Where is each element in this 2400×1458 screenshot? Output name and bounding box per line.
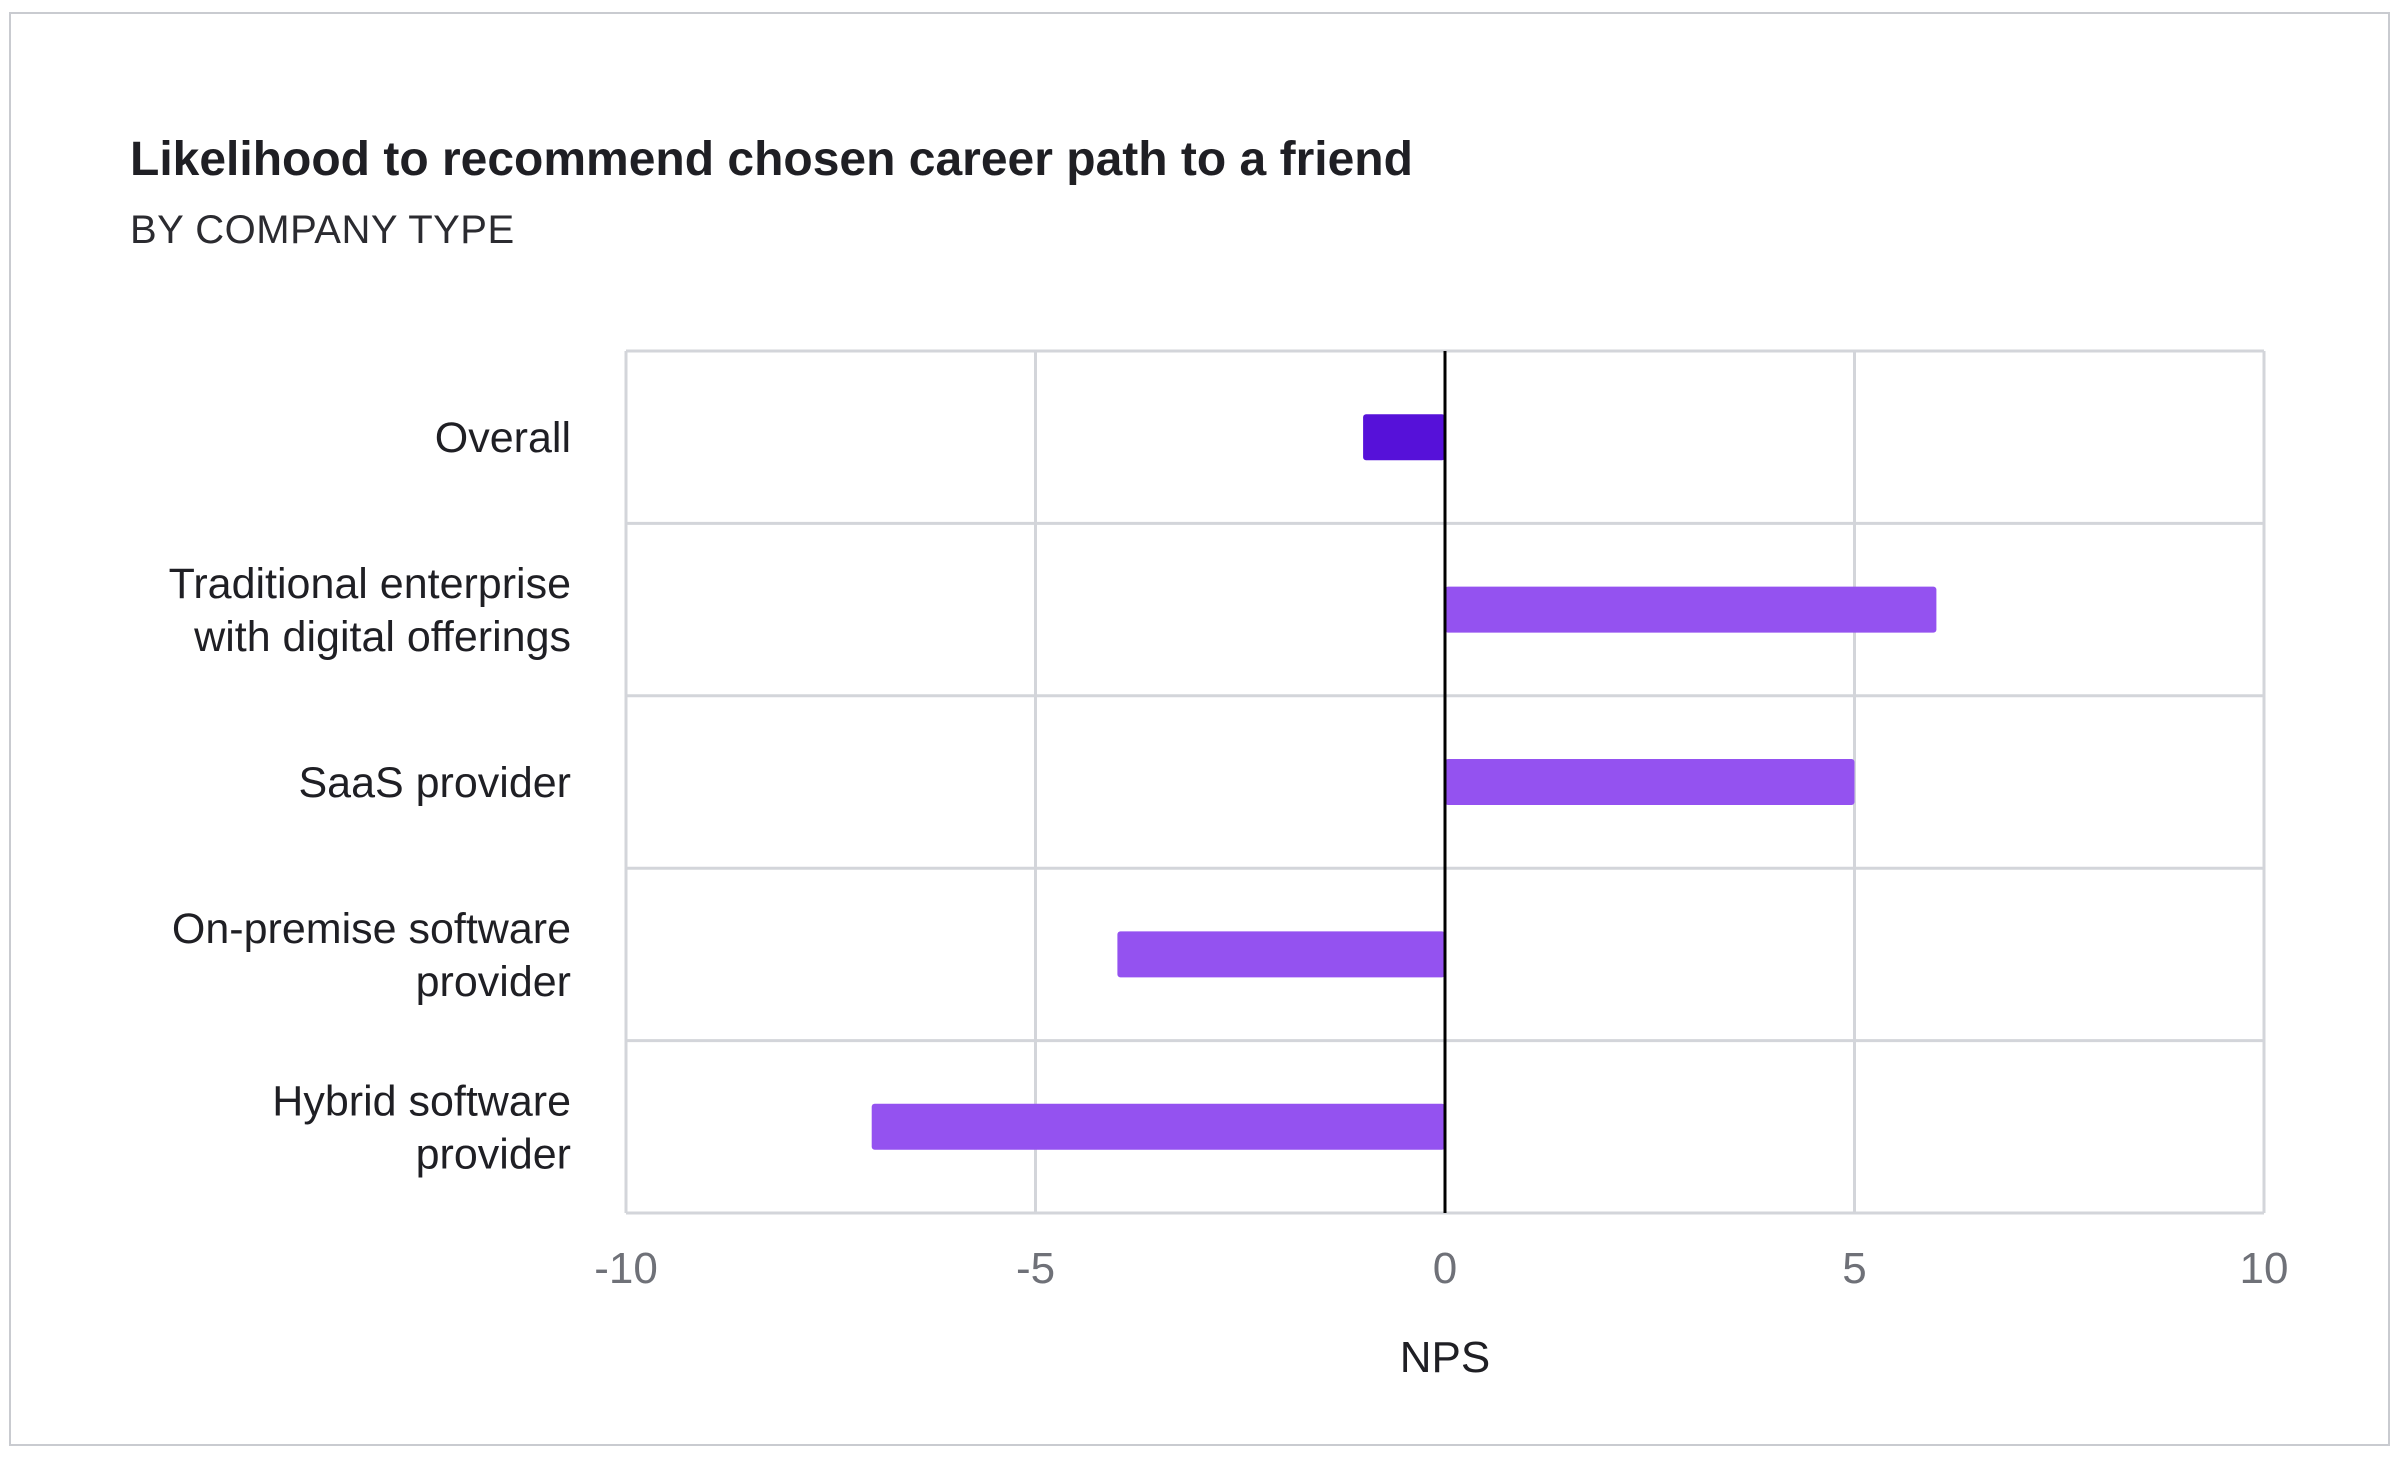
category-labels: Overall Traditional enterprise with digita… [169,414,571,1178]
x-tick-label: -10 [594,1244,658,1293]
x-tick-label: 0 [1433,1244,1457,1293]
category-label: On-premise software provider [172,905,571,1006]
bar [1117,931,1445,978]
x-tick-label: -5 [1016,1244,1055,1293]
chart-title: Likelihood to recommend chosen career pa… [130,133,1413,186]
x-axis-title: NPS [1400,1333,1490,1382]
bar [871,1103,1445,1150]
x-tick-label: 5 [1842,1244,1866,1293]
x-tick-labels: -10 -5 0 5 10 [594,1244,2288,1293]
category-label: Traditional enterprise with digital offer… [169,560,571,661]
bar [1445,586,1937,633]
bars [871,414,1937,1150]
chart-subtitle: BY COMPANY TYPE [130,208,515,252]
bar [1363,414,1445,461]
bar [1445,759,1855,805]
category-label: Hybrid software provider [272,1077,571,1178]
x-tick-label: 10 [2240,1244,2289,1293]
category-label: Overall [435,414,571,462]
category-label: SaaS provider [299,759,572,807]
chart-card [9,12,2390,1446]
